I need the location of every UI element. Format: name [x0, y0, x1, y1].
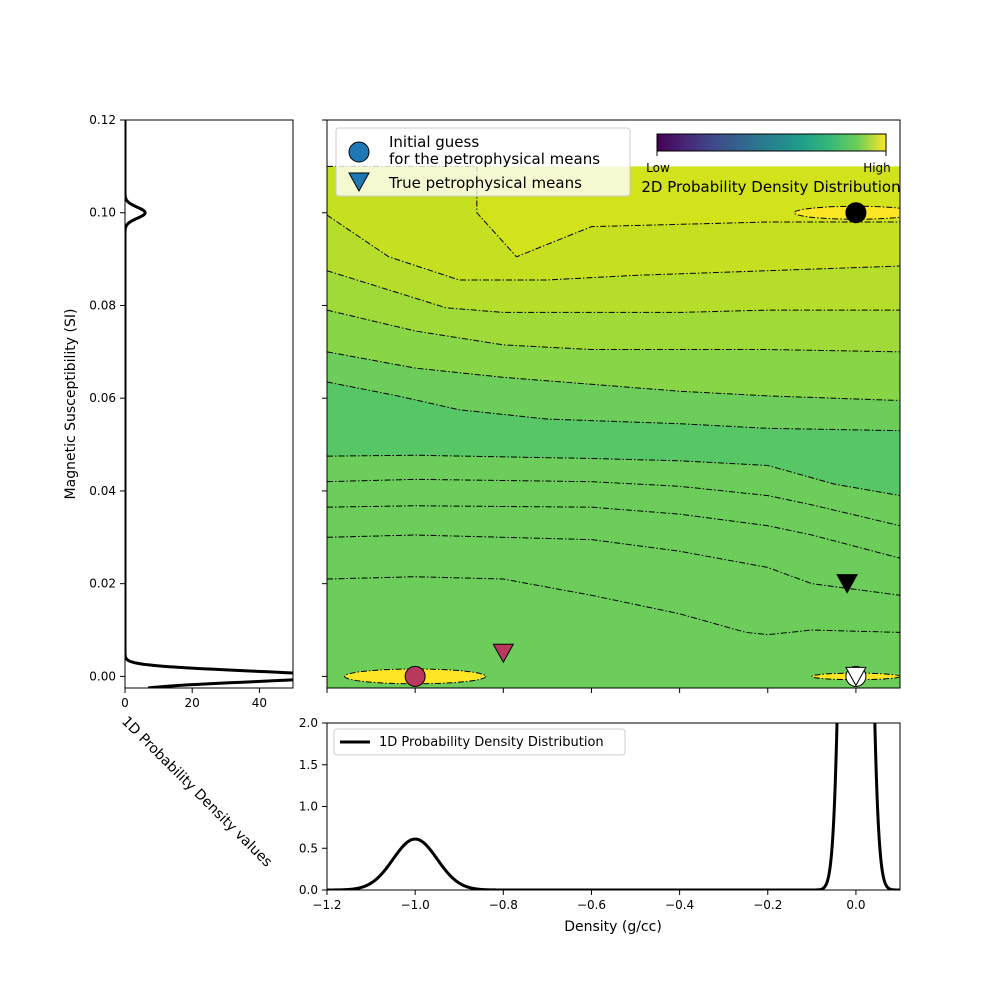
colorbar-low-label: Low — [646, 161, 670, 175]
left-x-tick-label: 20 — [185, 696, 200, 710]
contour-line — [327, 381, 900, 432]
left-density-curve — [125, 120, 293, 688]
legend-initial-guess-line2: for the petrophysical means — [389, 150, 600, 168]
colorbar-title: 2D Probability Density Distribution — [641, 178, 900, 196]
legend-true-means: True petrophysical means — [388, 174, 582, 192]
left-axis-ticks: 0.00 0.02 0.04 0.06 0.08 0.10 0.12 0 20 40 — [89, 113, 267, 710]
contour-line — [327, 534, 900, 596]
bottom-density-panel: −1.2 −1.0 −0.8 −0.6 −0.4 −0.2 0.0 0.0 0.5 1.0 1.5 2… — [299, 716, 901, 935]
legend-initial-guess-line1: Initial guess — [389, 133, 479, 151]
main-axis-ticks — [322, 119, 857, 693]
bottom-curve-group — [327, 723, 900, 890]
left-x-tick-label: 40 — [252, 696, 267, 710]
left-y-tick-label: 0.06 — [89, 391, 116, 405]
contour-line — [327, 478, 900, 527]
contour-line — [327, 576, 900, 636]
bottom-x-tick-label: −0.2 — [753, 898, 782, 912]
line-legend-label: 1D Probability Density Distribution — [379, 735, 604, 750]
bottom-y-tick-label: 1.5 — [299, 758, 318, 772]
left-curve-group — [125, 120, 293, 688]
contour-line — [327, 309, 900, 353]
bottom-x-tick-label: 0.0 — [846, 898, 865, 912]
main-contour-panel: Initial guess for the petrophysical mean… — [322, 119, 901, 693]
line-legend-box — [333, 728, 626, 756]
legend-box — [335, 127, 631, 197]
main-markers — [404, 202, 867, 687]
colorbar-gradient — [656, 133, 887, 152]
contour-line — [327, 351, 900, 402]
initial-guess-marker — [845, 202, 867, 224]
left-y-tick-label: 0.08 — [89, 298, 116, 312]
contour-lines — [327, 165, 900, 685]
left-y-tick-label: 0.04 — [89, 484, 116, 498]
bottom-x-tick-label: −0.8 — [489, 898, 518, 912]
bottom-density-curve — [327, 723, 900, 890]
true-mean-marker — [845, 666, 867, 687]
legend-triangle-icon — [348, 172, 370, 193]
bottom-y-tick-label: 1.0 — [299, 800, 318, 814]
bottom-y-tick-label: 2.0 — [299, 716, 318, 730]
left-y-tick-label: 0.10 — [89, 206, 116, 220]
colorbar: Low High 2D Probability Density Distribu… — [641, 133, 901, 196]
x-axis-label: Density (g/cc) — [564, 919, 662, 935]
left-y-tick-label: 0.12 — [89, 113, 116, 127]
bottom-y-tick-label: 0.0 — [299, 883, 318, 897]
left-y-tick-label: 0.00 — [89, 669, 116, 683]
bottom-x-tick-label: −0.4 — [665, 898, 694, 912]
left-y-tick-label: 0.02 — [89, 577, 116, 591]
bottom-x-tick-label: −1.2 — [312, 898, 341, 912]
contour-line — [327, 214, 900, 281]
true-mean-marker — [836, 574, 858, 594]
line-legend: 1D Probability Density Distribution — [333, 728, 626, 756]
bottom-x-tick-label: −0.6 — [577, 898, 606, 912]
left-plot-frame — [124, 119, 294, 689]
legend-circle-icon — [348, 141, 370, 163]
initial-guess-marker — [404, 665, 426, 687]
bottom-x-tick-label: −1.0 — [401, 898, 430, 912]
contour-line — [327, 505, 900, 559]
true-mean-marker — [492, 643, 515, 664]
contour-fills — [327, 166, 900, 688]
contour-line — [327, 454, 900, 497]
contour-line — [327, 270, 900, 313]
bottom-y-tick-label: 0.5 — [299, 841, 318, 855]
left-x-tick-label: 0 — [121, 696, 129, 710]
bottom-axis-ticks: −1.2 −1.0 −0.8 −0.6 −0.4 −0.2 0.0 0.0 0.5 1.0 1.5 2… — [299, 716, 866, 912]
contour-band-fill — [327, 455, 900, 688]
marker-legend: Initial guess for the petrophysical mean… — [335, 127, 631, 197]
left-x-axis-label: 1D Probability Density values — [118, 714, 275, 871]
y-axis-label: Magnetic Susceptibility (SI) — [63, 309, 79, 500]
main-plot-frame — [326, 119, 901, 689]
colorbar-high-label: High — [863, 161, 891, 175]
left-density-panel: 0.00 0.02 0.04 0.06 0.08 0.10 0.12 0 20 40 Magnet… — [63, 113, 294, 871]
